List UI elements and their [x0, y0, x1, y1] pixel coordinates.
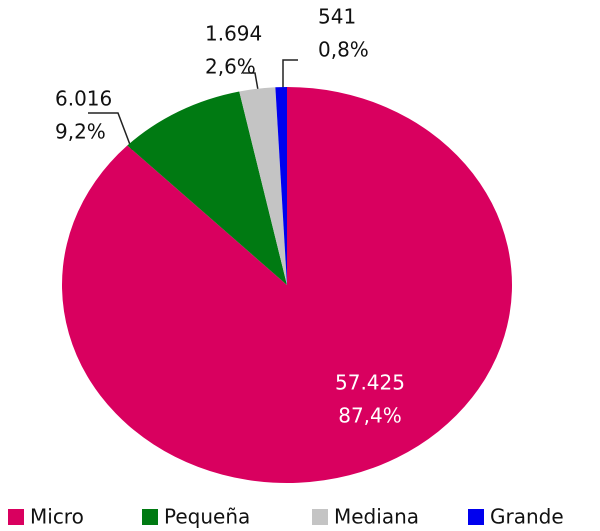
pie-slice [127, 91, 287, 286]
legend-swatch [8, 509, 24, 525]
legend-label: Pequeña [164, 505, 250, 529]
pie-slice [275, 87, 287, 285]
legend-label: Grande [490, 505, 564, 529]
value-label: 1.694 [205, 22, 262, 46]
percentage-label: 0,8% [318, 38, 369, 62]
legend-swatch [142, 509, 158, 525]
value-label: 57.425 [335, 371, 405, 395]
leader-line [88, 112, 133, 151]
percentage-label: 9,2% [55, 120, 106, 144]
value-label: 6.016 [55, 87, 112, 111]
pie-slice [239, 87, 287, 286]
pie-slice [61, 87, 512, 483]
leader-line [282, 59, 298, 88]
legend-label: Mediana [334, 505, 419, 529]
legend-swatch [468, 509, 484, 525]
leader-lines [88, 59, 298, 151]
legend-swatch [312, 509, 328, 525]
leader-line [243, 72, 259, 91]
percentage-label: 2,6% [205, 55, 256, 79]
legend-label: Micro [30, 505, 84, 529]
percentage-label: 87,4% [338, 404, 402, 428]
value-label: 541 [318, 5, 356, 29]
